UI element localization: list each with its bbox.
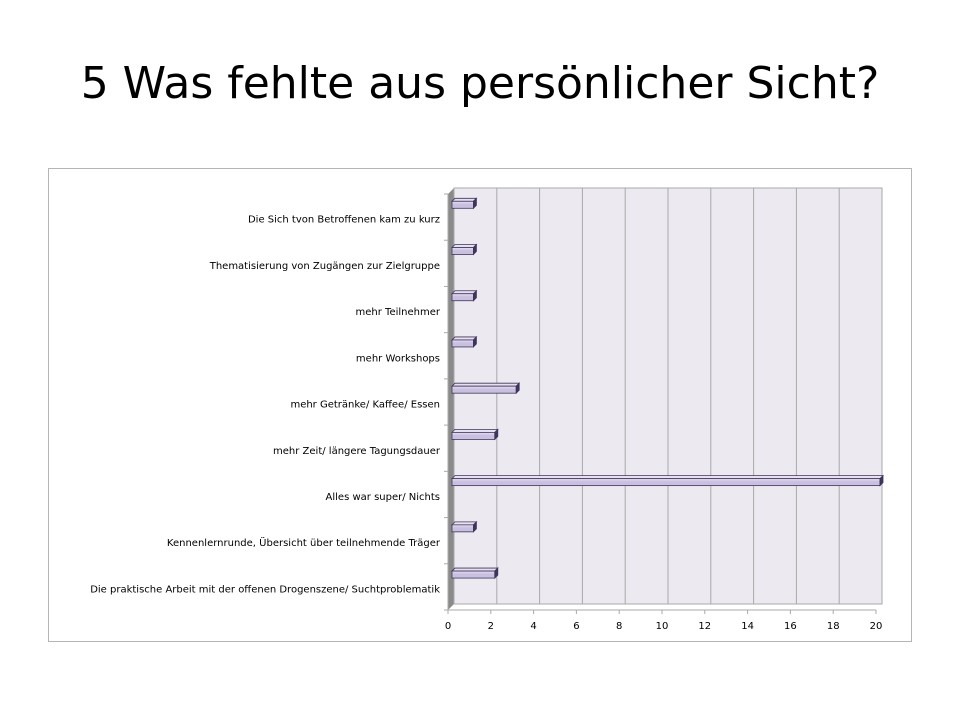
- x-tick-label: 18: [827, 621, 840, 632]
- bars: [451, 197, 884, 580]
- x-tick-label: 14: [741, 621, 754, 632]
- category-label: Die praktische Arbeit mit der offenen Dr…: [90, 584, 440, 595]
- bar-0: [451, 197, 478, 210]
- x-tick-label: 6: [573, 621, 579, 632]
- bar-5: [451, 428, 499, 441]
- axes: [444, 193, 877, 614]
- bar-8: [451, 567, 499, 580]
- category-label: Die Sich tvon Betroffenen kam zu kurz: [248, 215, 440, 226]
- bar-1: [451, 243, 478, 256]
- category-label: mehr Workshops: [356, 353, 440, 364]
- bar-4: [451, 382, 521, 395]
- category-label: mehr Zeit/ längere Tagungsdauer: [273, 446, 441, 457]
- x-tick-label: 10: [656, 621, 669, 632]
- bar-2: [451, 289, 478, 302]
- x-tick-label: 2: [488, 621, 494, 632]
- category-label: Kennenlernrunde, Übersicht über teilnehm…: [167, 536, 441, 549]
- chart-frame: Die Sich tvon Betroffenen kam zu kurz The…: [48, 168, 912, 642]
- bar-3: [451, 335, 478, 348]
- slide-title: 5 Was fehlte aus persönlicher Sicht?: [80, 58, 880, 109]
- category-label: Thematisierung von Zugängen zur Zielgrup…: [209, 261, 440, 272]
- gridlines: [496, 188, 883, 604]
- category-labels: Die Sich tvon Betroffenen kam zu kurz The…: [90, 215, 441, 596]
- category-label: mehr Teilnehmer: [356, 307, 441, 318]
- x-tick-label: 4: [530, 621, 536, 632]
- x-tick-labels: 0 2 4 6 8 10 12 14 16 18 20: [445, 621, 883, 632]
- category-label: Alles war super/ Nichts: [326, 492, 440, 503]
- x-tick-label: 8: [616, 621, 622, 632]
- x-tick-label: 16: [784, 621, 797, 632]
- bar-7: [451, 520, 478, 533]
- bar-chart: Die Sich tvon Betroffenen kam zu kurz The…: [90, 187, 884, 632]
- x-tick-label: 12: [698, 621, 711, 632]
- category-label: mehr Getränke/ Kaffee/ Essen: [290, 400, 440, 411]
- x-tick-label: 0: [445, 621, 451, 632]
- bar-6: [451, 474, 884, 487]
- x-tick-label: 20: [870, 621, 883, 632]
